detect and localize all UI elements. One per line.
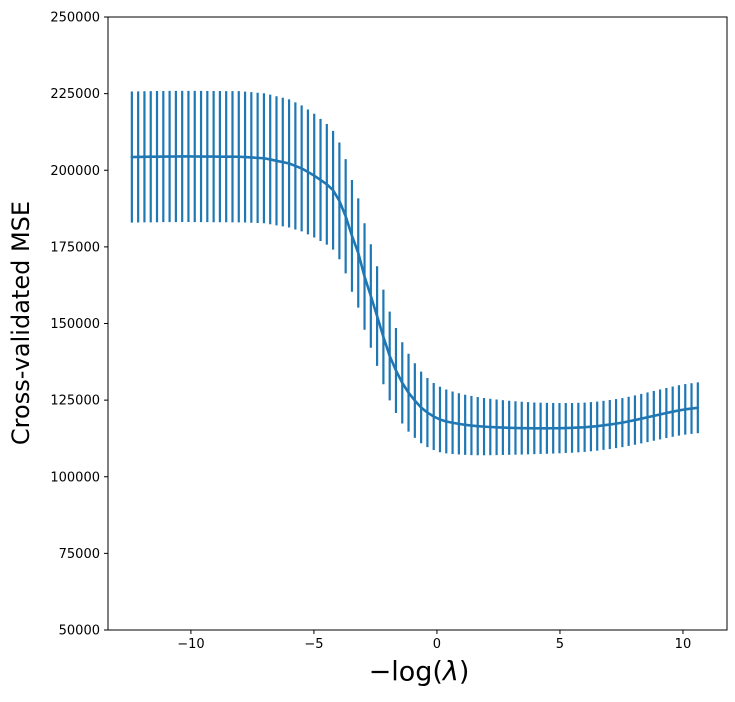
y-tick-label: 250000: [50, 11, 100, 26]
x-tick-label: −10: [177, 637, 204, 652]
x-tick-label: 5: [556, 637, 564, 652]
y-axis-label: Cross-validated MSE: [7, 200, 35, 446]
y-tick-label: 150000: [50, 317, 100, 332]
lambda-symbol: λ: [442, 656, 459, 688]
y-tick-label: 100000: [50, 470, 100, 485]
y-tick-label: 200000: [50, 164, 100, 179]
x-tick-label: −5: [304, 637, 323, 652]
y-tick-label: 125000: [50, 394, 100, 409]
x-tick-label: 0: [433, 637, 441, 652]
y-tick-label: 75000: [59, 547, 100, 562]
mean-line: [130, 155, 700, 430]
x-tick-label: 10: [675, 637, 692, 652]
y-tick-label: 175000: [50, 240, 100, 255]
y-tick-label: 50000: [59, 624, 100, 639]
x-axis-label: −log(λ): [368, 656, 470, 688]
y-tick-label: 225000: [50, 87, 100, 102]
